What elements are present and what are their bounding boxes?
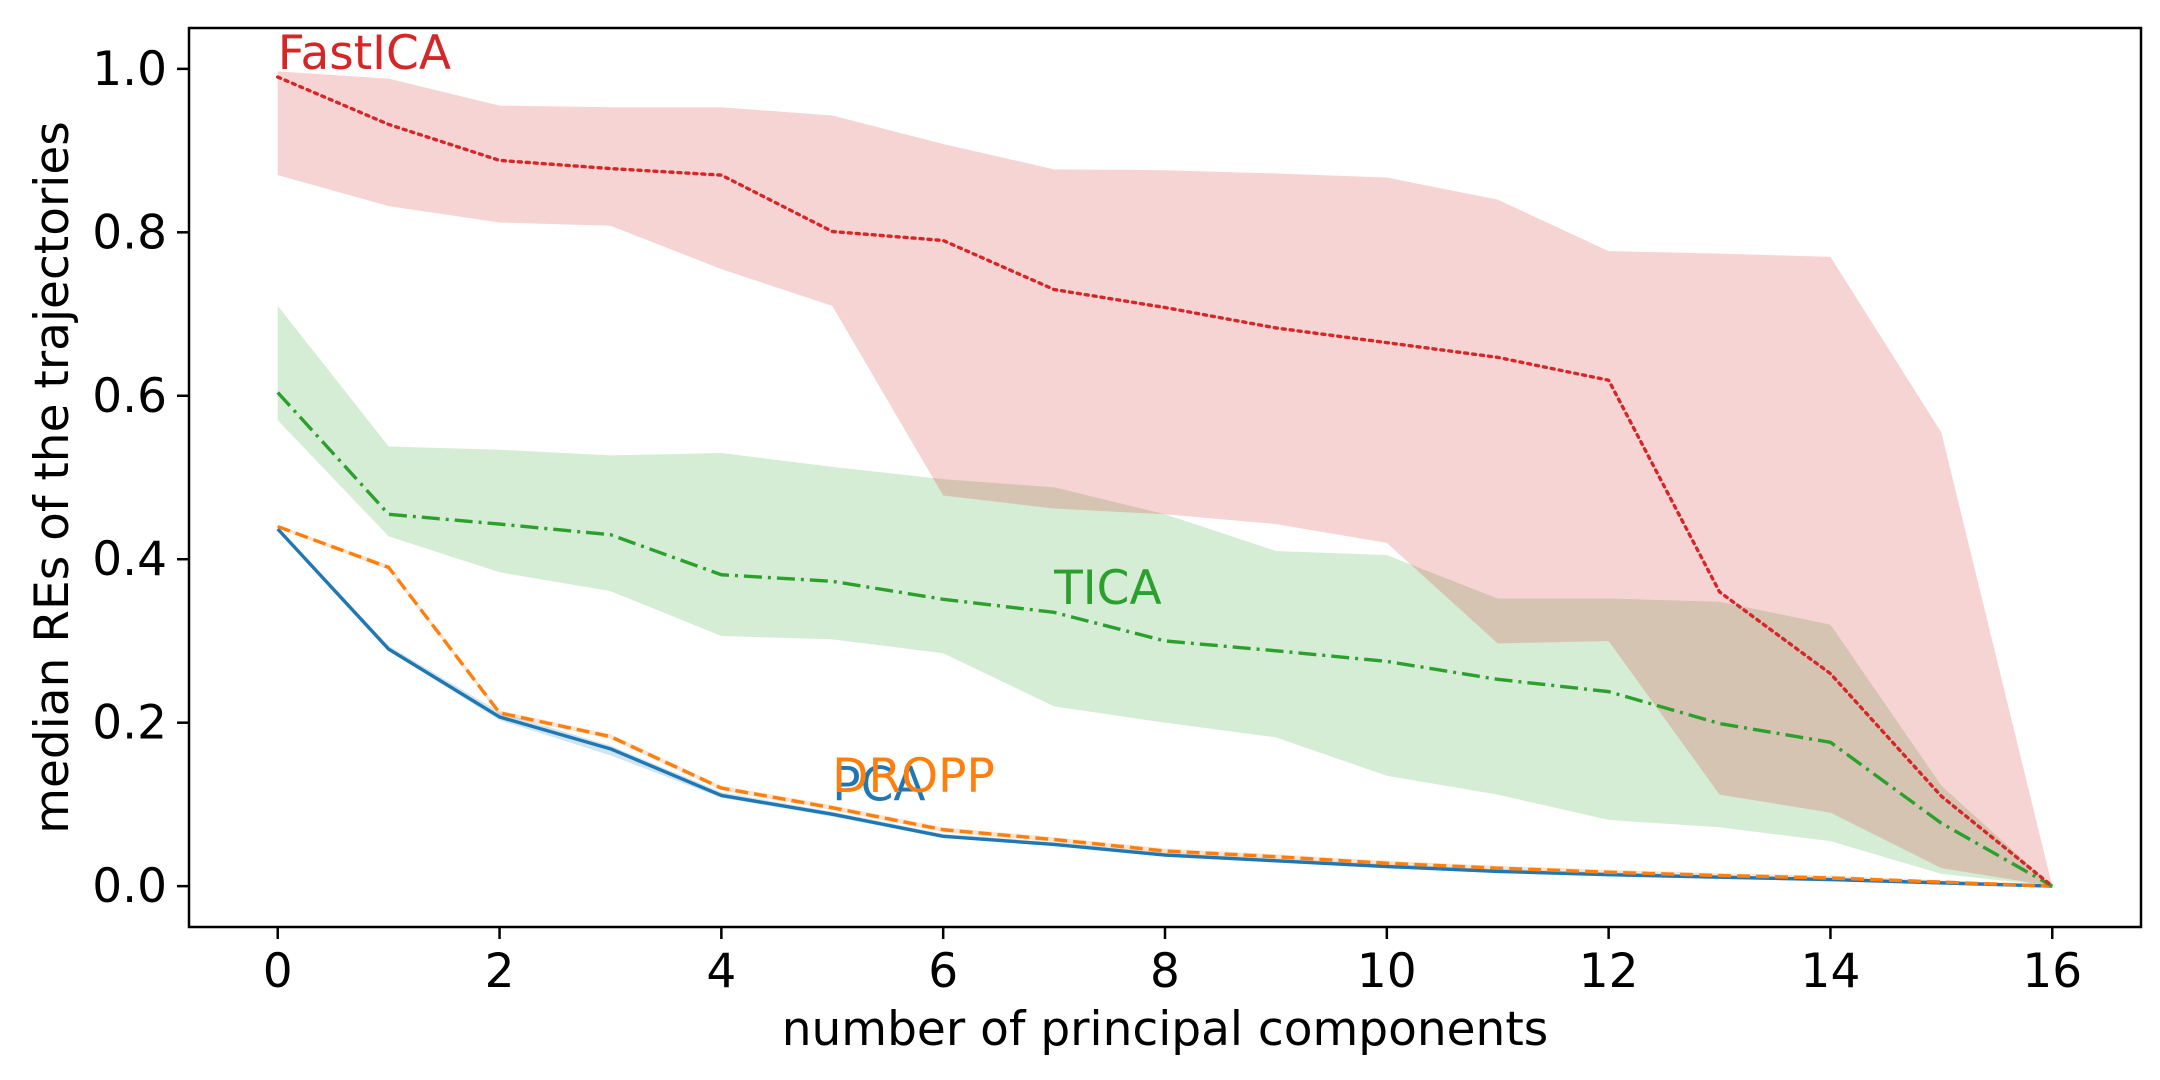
tica-band (277, 305, 2053, 887)
x-axis-label: number of principal components (782, 1002, 1549, 1057)
x-axis: 0 2 4 6 8 10 12 14 16 (263, 927, 2082, 999)
y-axis: 0.0 0.2 0.4 0.6 0.8 1.0 (92, 42, 189, 914)
y-tick-label: 0.8 (92, 205, 167, 260)
y-tick-label: 0.4 (92, 532, 167, 587)
x-tick-label: 4 (706, 944, 736, 999)
x-tick-label: 6 (928, 944, 958, 999)
dropp-line (277, 524, 2053, 888)
dropp-label: DROPP (832, 749, 995, 804)
fastica-line (276, 75, 2054, 888)
y-tick-label: 1.0 (92, 42, 167, 97)
tica-label: TICA (1053, 561, 1162, 616)
tica-line (276, 391, 2054, 888)
series-lines (276, 75, 2054, 888)
x-tick-label: 2 (485, 944, 515, 999)
x-tick-label: 0 (263, 944, 293, 999)
pca-label: PCA (832, 757, 925, 812)
y-tick-label: 0.2 (92, 696, 167, 751)
x-tick-label: 14 (1801, 944, 1861, 999)
y-tick-label: 0.0 (92, 859, 167, 914)
y-tick-label: 0.6 (92, 369, 167, 424)
x-tick-label: 12 (1579, 944, 1639, 999)
y-axis-label: median REs of the trajectories (25, 121, 80, 834)
x-tick-label: 16 (2022, 944, 2082, 999)
x-tick-label: 8 (1150, 944, 1180, 999)
fastica-band (277, 71, 2053, 887)
x-tick-label: 10 (1357, 944, 1417, 999)
fastica-label: FastICA (278, 26, 451, 81)
